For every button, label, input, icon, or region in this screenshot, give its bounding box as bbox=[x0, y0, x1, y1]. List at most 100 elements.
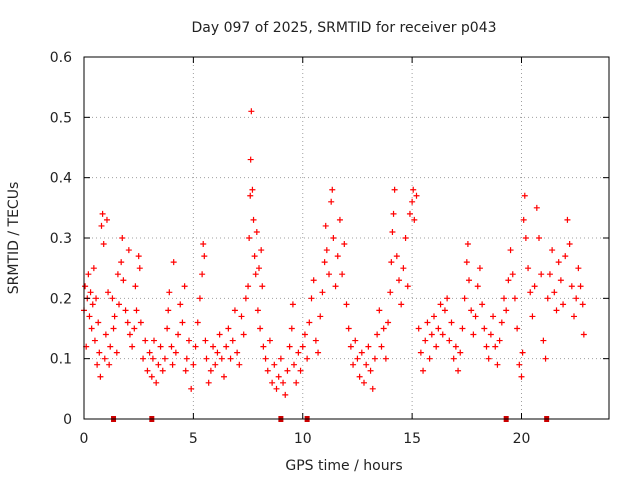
data-point bbox=[400, 265, 407, 272]
data-point bbox=[116, 301, 122, 308]
data-point bbox=[433, 343, 440, 350]
data-point bbox=[85, 271, 92, 278]
data-point bbox=[181, 283, 188, 290]
data-point bbox=[580, 331, 587, 338]
data-point bbox=[166, 289, 173, 296]
data-point bbox=[159, 367, 166, 374]
data-point bbox=[256, 265, 262, 272]
y-tick-labels: 0 0.1 0.2 0.3 0.4 0.5 0.6 bbox=[50, 50, 72, 428]
data-point bbox=[490, 313, 497, 320]
data-point bbox=[87, 289, 94, 296]
data-point bbox=[378, 343, 385, 350]
y-tick-label: 0.6 bbox=[50, 50, 72, 66]
data-point bbox=[142, 337, 149, 344]
data-point bbox=[422, 337, 429, 344]
data-point bbox=[509, 271, 516, 278]
data-point bbox=[393, 253, 400, 260]
data-point bbox=[536, 235, 542, 241]
data-point bbox=[273, 385, 280, 392]
data-point bbox=[282, 391, 289, 398]
data-point bbox=[153, 379, 160, 386]
data-point bbox=[96, 349, 103, 356]
data-point bbox=[175, 331, 182, 338]
data-point bbox=[457, 349, 464, 356]
data-point bbox=[170, 259, 177, 266]
data-point bbox=[284, 367, 291, 374]
data-point bbox=[428, 331, 435, 338]
data-point bbox=[317, 313, 324, 320]
data-point bbox=[172, 349, 179, 356]
data-point bbox=[164, 325, 171, 332]
data-point bbox=[168, 343, 175, 350]
data-point bbox=[522, 235, 529, 241]
data-point bbox=[126, 331, 133, 338]
data-point bbox=[516, 361, 523, 368]
data-point bbox=[236, 361, 243, 368]
data-point bbox=[404, 283, 411, 290]
data-point bbox=[564, 216, 571, 223]
data-point bbox=[120, 277, 127, 284]
data-point bbox=[481, 325, 488, 332]
data-point bbox=[332, 283, 339, 290]
data-point bbox=[520, 216, 527, 223]
data-point bbox=[529, 313, 536, 320]
data-point bbox=[275, 373, 282, 380]
data-point bbox=[518, 373, 525, 380]
data-point bbox=[177, 301, 184, 308]
data-point bbox=[365, 343, 372, 350]
data-point bbox=[207, 367, 214, 374]
data-point bbox=[247, 156, 254, 163]
data-point bbox=[577, 283, 584, 290]
data-point bbox=[253, 228, 260, 235]
data-point bbox=[413, 192, 420, 199]
data-point bbox=[113, 349, 120, 356]
grid-lines bbox=[84, 57, 609, 419]
data-point bbox=[507, 247, 514, 254]
data-point bbox=[297, 367, 304, 374]
data-point bbox=[476, 265, 483, 272]
data-point bbox=[396, 277, 402, 284]
data-point bbox=[356, 373, 363, 380]
data-point bbox=[133, 307, 140, 314]
data-point bbox=[339, 271, 346, 278]
data-point bbox=[450, 355, 457, 362]
data-point bbox=[82, 283, 89, 290]
data-point bbox=[557, 277, 564, 284]
data-point bbox=[299, 343, 306, 350]
data-point bbox=[216, 331, 223, 338]
data-point bbox=[91, 337, 98, 344]
data-point bbox=[519, 349, 526, 356]
data-point bbox=[573, 295, 580, 302]
data-point bbox=[201, 253, 208, 260]
y-tick-label: 0.1 bbox=[50, 352, 72, 368]
data-point bbox=[245, 283, 252, 290]
data-point bbox=[485, 355, 492, 362]
data-point bbox=[329, 186, 336, 193]
data-point bbox=[388, 259, 395, 266]
x-tick-label: 20 bbox=[513, 431, 531, 447]
data-points bbox=[81, 108, 587, 398]
data-point bbox=[343, 301, 350, 308]
data-point bbox=[464, 241, 471, 248]
data-point bbox=[546, 271, 553, 278]
data-point bbox=[326, 271, 332, 278]
data-point bbox=[257, 325, 264, 332]
data-point bbox=[354, 355, 361, 362]
data-point bbox=[455, 367, 462, 374]
data-point bbox=[190, 361, 197, 368]
data-point bbox=[560, 301, 567, 308]
data-point bbox=[571, 313, 577, 320]
data-point bbox=[498, 319, 505, 326]
data-point bbox=[140, 355, 147, 362]
data-point bbox=[88, 325, 95, 332]
data-point bbox=[277, 355, 284, 362]
data-point bbox=[540, 337, 547, 344]
data-point bbox=[514, 325, 521, 332]
data-point bbox=[511, 295, 518, 302]
data-point bbox=[409, 198, 416, 205]
data-point bbox=[107, 343, 114, 350]
data-point bbox=[579, 301, 586, 308]
data-point bbox=[420, 367, 427, 374]
data-point bbox=[124, 319, 131, 326]
